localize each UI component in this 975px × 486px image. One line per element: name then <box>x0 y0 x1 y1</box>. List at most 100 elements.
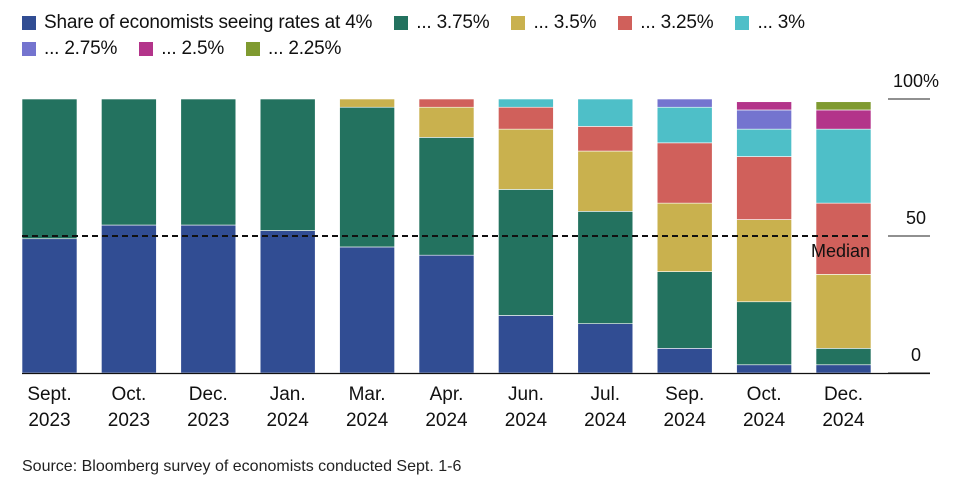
bar-segment <box>736 109 792 130</box>
x-tick-label: Sep. <box>665 384 704 405</box>
x-tick-label: Jun. <box>508 384 544 405</box>
x-tick-label: Sept. <box>27 384 71 405</box>
bar-segment <box>339 246 395 374</box>
x-tick-label: Oct. <box>111 384 146 405</box>
legend-swatch <box>22 16 36 30</box>
bar-segment <box>815 348 872 366</box>
legend-row: ... 2.75% ... 2.5% ... 2.25% <box>22 36 962 62</box>
legend-label: Share of economists seeing rates at 4% <box>44 12 373 33</box>
bar-segment <box>259 230 316 374</box>
x-tick-label: 2023 <box>108 410 150 431</box>
x-tick-label: Jan. <box>270 384 306 405</box>
bar-segment <box>418 137 475 256</box>
bar-segment <box>815 109 872 130</box>
bar-segment <box>656 348 713 374</box>
bar-segment <box>815 128 872 204</box>
bar-segment <box>259 98 316 231</box>
y-tick-label: 0 <box>911 345 921 365</box>
bar-segment <box>656 98 713 108</box>
bar-segment <box>577 150 634 212</box>
x-tick-label: Dec. <box>824 384 863 405</box>
bar-segment <box>339 98 395 108</box>
median-label: Median <box>811 241 870 261</box>
legend-item: ... 3% <box>735 12 805 34</box>
x-tick-label: Oct. <box>747 384 782 405</box>
bar-segment <box>101 98 157 226</box>
bar-segment <box>180 224 237 374</box>
x-tick-label: 2024 <box>346 410 389 431</box>
x-tick-label: 2023 <box>187 410 229 431</box>
legend-item: ... 2.5% <box>139 38 224 60</box>
legend-label: ... 2.75% <box>44 38 118 59</box>
x-tick-label: 2024 <box>425 410 468 431</box>
bar-segment <box>656 202 713 272</box>
bar-segment <box>339 106 395 248</box>
bar-segment <box>577 323 634 374</box>
bar-segment <box>180 98 237 226</box>
bar-segment <box>736 128 792 157</box>
bar-segment <box>418 254 475 374</box>
legend-item: ... 2.25% <box>246 38 341 60</box>
bar-segment <box>656 271 713 349</box>
x-tick-label: 2024 <box>505 410 548 431</box>
bar-segment <box>736 364 792 374</box>
legend-item: Share of economists seeing rates at 4% <box>22 12 372 34</box>
legend-label: ... 3.5% <box>533 12 597 33</box>
bar-segment <box>101 224 157 374</box>
x-tick-label: 2024 <box>584 410 627 431</box>
legend-item: ... 3.75% <box>394 12 490 34</box>
bar-segment <box>815 364 872 374</box>
legend-label: ... 3.25% <box>640 12 714 33</box>
bar-segment <box>498 315 554 374</box>
x-tick-label: 2024 <box>267 410 310 431</box>
bar-segment <box>815 101 872 111</box>
bar-segment <box>498 128 554 190</box>
bar-segment <box>21 238 78 374</box>
legend-label: ... 2.25% <box>268 38 342 59</box>
bar-segment <box>736 156 792 220</box>
legend-swatch <box>618 16 633 30</box>
bar-segment <box>577 211 634 324</box>
bar-segment <box>815 202 872 275</box>
x-tick-label: 2024 <box>743 410 786 431</box>
legend-label: ... 2.5% <box>161 38 225 59</box>
bar-segment <box>418 98 475 108</box>
legend-label: ... 3.75% <box>416 12 490 33</box>
bar-segment <box>498 98 554 108</box>
x-tick-label: Jul. <box>591 384 621 405</box>
x-tick-label: Dec. <box>189 384 228 405</box>
x-tick-label: Apr. <box>430 384 464 405</box>
bar-segment <box>577 98 634 127</box>
legend-swatch <box>394 16 409 30</box>
legend-row: Share of economists seeing rates at 4%..… <box>22 10 962 36</box>
y-tick-label: 100% <box>893 71 939 91</box>
bar-segment <box>418 106 475 138</box>
x-tick-label: 2024 <box>822 410 865 431</box>
x-tick-label: 2024 <box>664 410 707 431</box>
y-tick-label: 50 <box>906 208 926 228</box>
bar-segment <box>498 189 554 316</box>
legend: Share of economists seeing rates at 4%..… <box>22 10 962 62</box>
bar-segment <box>736 301 792 366</box>
legend-swatch <box>22 42 36 56</box>
bar-segment <box>815 274 872 349</box>
source-note: Source: Bloomberg survey of economists c… <box>22 458 462 475</box>
x-tick-label: Mar. <box>349 384 386 405</box>
legend-swatch <box>511 16 526 30</box>
legend-item: ... 3.5% <box>511 12 596 34</box>
legend-swatch <box>735 16 750 30</box>
bar-segment <box>21 98 78 240</box>
bar-segment <box>577 126 634 152</box>
legend-item: ... 2.75% <box>22 38 117 60</box>
bar-segment <box>736 219 792 303</box>
legend-swatch <box>246 42 261 56</box>
bar-segment <box>656 106 713 144</box>
x-tick-label: 2023 <box>28 410 70 431</box>
bar-segment <box>656 142 713 204</box>
bar-segment <box>498 106 554 130</box>
legend-item: ... 3.25% <box>618 12 714 34</box>
legend-label: ... 3% <box>757 12 805 33</box>
bar-segment <box>736 101 792 111</box>
legend-swatch <box>139 42 154 56</box>
